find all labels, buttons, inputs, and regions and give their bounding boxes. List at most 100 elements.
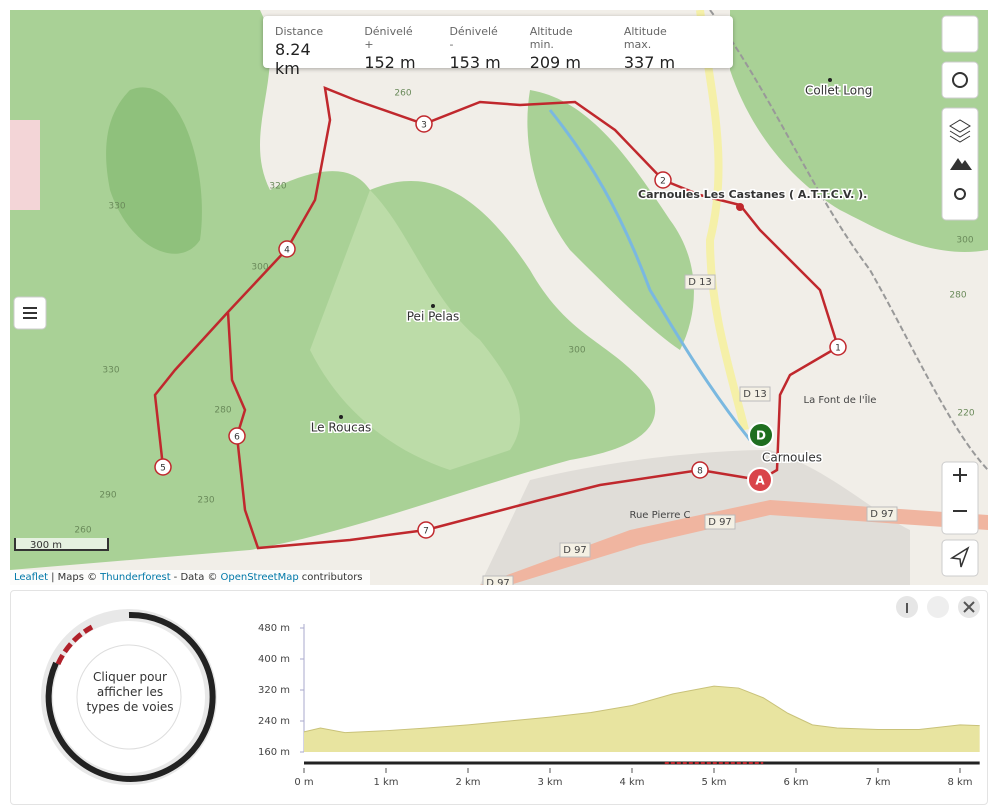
road-shield [866,506,898,522]
place-label: Carnoules Les Castanes ( A.T.T.C.V. ). [638,188,867,201]
locate-button[interactable] [941,539,979,577]
road-label: D 97 [486,578,510,585]
forest [310,190,520,470]
road-shield [704,514,736,530]
contour-label: 260 [74,526,91,536]
end-label: A [755,474,765,488]
start-label: D [756,429,766,443]
waypoint-label: 2 [660,177,666,187]
place-label: Pei Pelas [407,310,459,324]
profile-panel [10,590,988,805]
fullscreen-button[interactable] [941,15,979,53]
road-shield [482,575,514,585]
attribution-text: - Data © [173,572,218,583]
stat: Altitude min. 209 m [529,16,596,72]
road-shield [684,274,716,290]
stat-value: 209 m [529,53,581,72]
waypoint-label: 3 [421,121,427,131]
forest [527,90,694,350]
road-label: D 13 [743,389,767,400]
hill-shade [106,87,202,254]
icon [953,468,967,512]
road-label: La Font de l'Île [804,393,877,406]
stat-value: 337 m [623,53,676,72]
contour-label: 330 [102,366,119,376]
contour-label: 220 [957,409,974,419]
road-shield [739,386,771,402]
icon [954,188,966,200]
place-dot [736,203,744,211]
contour-label: 230 [197,496,214,506]
place-dot [828,78,832,82]
contour-label: 300 [568,346,585,356]
road-shield [559,542,591,558]
stat: Altitude max. 337 m [623,16,693,72]
waypoint [691,461,709,479]
stat-label: Distance [275,25,324,38]
stat-value: 8.24 km [275,40,311,78]
road-label: Rue Pierre C [629,510,690,521]
icon [949,546,970,568]
place-label: Collet Long [805,84,872,98]
main-road [480,500,988,585]
icon [23,307,37,319]
end-marker [747,467,773,493]
scale-bar [14,538,109,551]
attribution: Leaflet | Maps © Thunderforest - Data © Open… [10,570,370,585]
place-label: Le Roucas [311,421,372,435]
road-label: D 97 [708,517,732,528]
road-label: D 97 [870,509,894,520]
railway [709,10,988,471]
waypoint-label: 5 [160,464,166,474]
map[interactable]: Collet Long Carnoules Les Castanes ( A.T.… [10,10,988,585]
forest [730,10,988,252]
icon [952,72,968,88]
place-dot [339,415,343,419]
waypoint [417,521,435,539]
stat: Distance 8.24 km [275,16,336,78]
contour-label: 260 [394,89,411,99]
stat-value: 152 m [364,53,416,72]
stat: Dénivelé + 152 m [364,16,421,72]
stat: Dénivelé - 153 m [449,16,501,72]
route [153,86,840,550]
zoom-buttons[interactable] [941,461,979,535]
attribution-text: Leaflet [14,572,49,583]
contour-label: 290 [99,491,116,501]
waypoint-label: 1 [835,344,841,354]
attribution-text: | Maps © [51,572,98,583]
attribution-text: Thunderforest [100,572,171,583]
attribution-text: OpenStreetMap [220,572,299,583]
place-dot [431,304,435,308]
stats-panel: Distance 8.24 km Dénivelé + 152 m Dénivelé -… [263,16,733,78]
contour-label: 300 [251,263,268,273]
stat-value: 153 m [449,53,501,72]
road-types-label[interactable]: Cliquer pour afficher les types de voies [86,670,174,714]
waypoint [829,338,847,356]
contour-label: 280 [214,406,231,416]
stat-label: Dénivelé + [364,25,413,51]
stat-label: Altitude max. [623,25,667,51]
icon [950,158,972,170]
waypoint-label: 8 [697,467,703,477]
road [696,10,749,431]
waypoint [278,240,296,258]
contour-label: 300 [956,236,973,246]
contour-label: 320 [269,182,286,192]
waypoint-label: 7 [423,527,429,537]
contour-label: 280 [949,291,966,301]
settings-button[interactable] [941,61,979,99]
place-label: Carnoules [762,451,822,465]
stat-label: Altitude min. [529,25,573,51]
waypoint-label: 4 [284,246,290,256]
river [548,109,752,441]
icon [949,119,971,143]
attribution-text: contributors [301,572,363,583]
contour-label: 330 [108,202,125,212]
waypoint [415,115,433,133]
scale-label: 300 m [30,540,62,551]
waypoint [228,427,246,445]
waypoint [154,458,172,476]
waypoint-label: 6 [234,433,240,443]
